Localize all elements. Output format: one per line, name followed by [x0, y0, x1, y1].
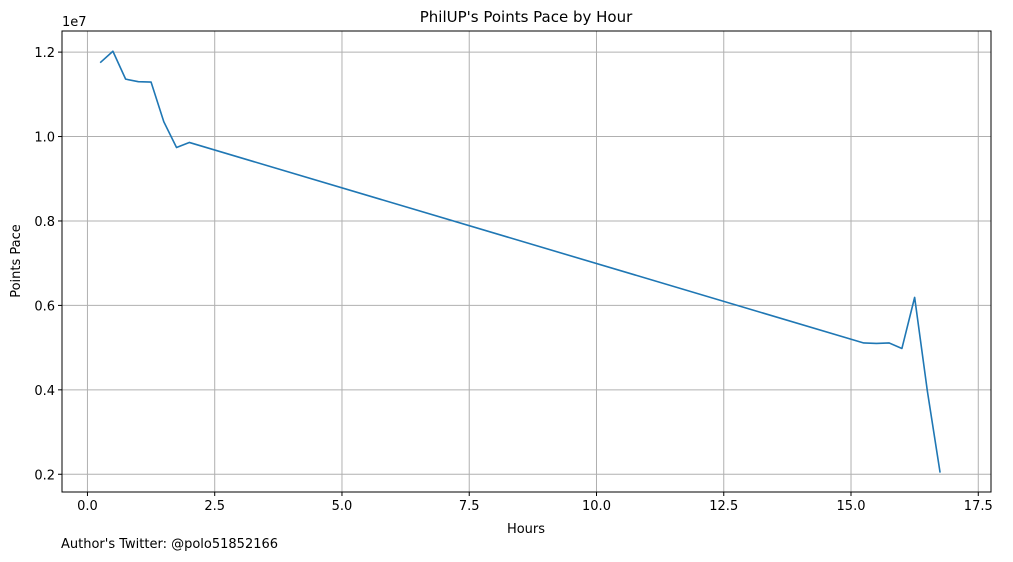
grid: [62, 31, 991, 492]
y-axis-label: Points Pace: [9, 224, 24, 298]
y-tick-label: 1.0: [34, 131, 55, 146]
x-tick-label: 5.0: [332, 499, 353, 514]
y-tick-label: 0.6: [34, 299, 55, 314]
x-tick-label: 15.0: [837, 499, 866, 514]
x-axis-ticks: 0.0 2.5 5.0 7.5 10.0 12.5 15.0 17.5: [77, 492, 993, 514]
series-line-group: [99, 50, 941, 473]
y-tick-label: 0.8: [34, 215, 55, 230]
author-footnote: Author's Twitter: @polo51852166: [61, 537, 279, 552]
x-tick-label: 7.5: [459, 499, 480, 514]
series-line: [99, 50, 941, 473]
chart-title: PhilUP's Points Pace by Hour: [420, 8, 633, 26]
x-axis-label: Hours: [507, 522, 545, 537]
x-tick-label: 17.5: [964, 499, 993, 514]
y-tick-label: 1.2: [34, 46, 55, 61]
x-tick-label: 2.5: [204, 499, 225, 514]
y-axis-ticks: 0.2 0.4 0.6 0.8 1.0 1.2: [34, 46, 62, 483]
x-tick-label: 10.0: [582, 499, 611, 514]
plot-area-frame: [61, 30, 992, 493]
x-tick-label: 12.5: [709, 499, 738, 514]
y-tick-label: 0.2: [34, 468, 55, 483]
y-tick-label: 0.4: [34, 384, 55, 399]
y-axis-scale-label: 1e7: [62, 15, 87, 30]
x-tick-label: 0.0: [77, 499, 98, 514]
